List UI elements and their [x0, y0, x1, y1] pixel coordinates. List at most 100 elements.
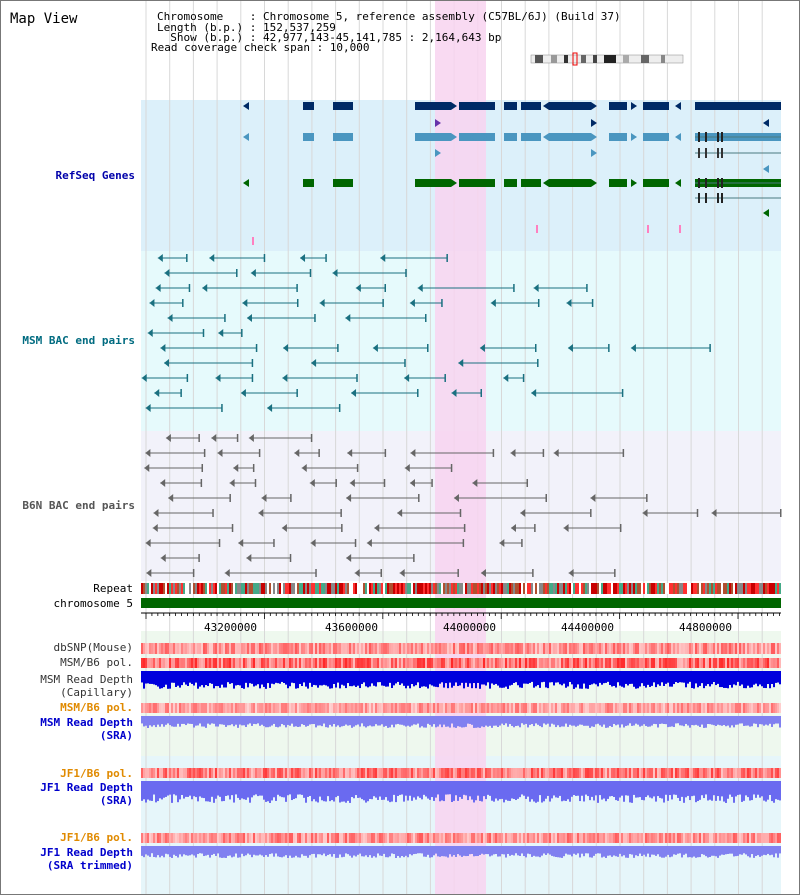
heat-cell: [499, 643, 501, 654]
refseq-track-label[interactable]: RefSeq Genes: [55, 169, 135, 182]
repeat-block: [619, 583, 621, 594]
msm-bac-track-label[interactable]: MSM BAC end pairs: [22, 334, 135, 347]
heat-cell: [387, 833, 389, 843]
depth-bar: [689, 781, 691, 801]
heat-cell: [479, 703, 481, 713]
heat-cell: [199, 833, 201, 843]
depth-bar: [599, 846, 601, 854]
depth-bar: [661, 671, 663, 683]
repeat-block: [571, 583, 573, 594]
depth-bar: [215, 716, 217, 727]
heat-cell: [467, 643, 469, 654]
depth-bar: [317, 671, 319, 688]
repeat-block: [589, 583, 591, 594]
heat-cell: [461, 643, 463, 654]
heat-cell: [559, 833, 561, 843]
repeat-block: [213, 583, 215, 594]
depth-bar: [483, 716, 485, 728]
depth-bar: [729, 716, 731, 728]
repeat-block: [737, 583, 739, 594]
heat-cell: [253, 703, 255, 713]
heat-cell: [367, 768, 369, 778]
depth-bar: [555, 671, 557, 683]
repeat-block: [403, 583, 405, 594]
depth-bar: [199, 781, 201, 797]
bac-end-marker: [215, 374, 221, 382]
depth-bar: [679, 781, 681, 801]
heat-cell: [385, 643, 387, 654]
heat-cell: [717, 768, 719, 778]
depth-bar: [389, 716, 391, 728]
repeat-block: [757, 583, 759, 594]
heat-cell: [305, 833, 307, 843]
heat-cell: [585, 833, 587, 843]
depth-bar: [467, 846, 469, 856]
depth-bar: [233, 716, 235, 727]
depth-bar: [759, 716, 761, 725]
bac-end-marker: [163, 359, 169, 367]
depth-bar: [651, 716, 653, 726]
heat-cell: [571, 658, 573, 668]
heat-cell: [271, 768, 273, 778]
heat-cell: [201, 833, 203, 843]
heat-cell: [251, 833, 253, 843]
heat-cell: [321, 643, 323, 654]
depth-bar: [443, 716, 445, 725]
depth-bar: [149, 716, 151, 726]
heat-cell: [163, 703, 165, 713]
heat-cell: [707, 833, 709, 843]
bac-end-marker: [242, 299, 248, 307]
repeat-block: [317, 583, 319, 594]
depth-bar: [165, 716, 167, 725]
depth-bar: [557, 716, 559, 726]
depth-bar: [351, 671, 353, 687]
heat-cell: [425, 643, 427, 654]
depth-bar: [649, 671, 651, 687]
depth-bar: [631, 716, 633, 726]
depth-bar: [643, 846, 645, 855]
depth-bar: [241, 846, 243, 854]
heat-cell: [767, 833, 769, 843]
depth-bar: [645, 671, 647, 688]
depth-bar: [187, 716, 189, 724]
heat-cell: [415, 703, 417, 713]
depth-bar: [555, 781, 557, 798]
gene-arrow: [543, 179, 549, 187]
heat-cell: [735, 768, 737, 778]
depth-bar: [677, 671, 679, 683]
heat-cell: [751, 658, 753, 668]
heat-cell: [247, 833, 249, 843]
heat-cell: [293, 658, 295, 668]
heat-cell: [281, 658, 283, 668]
depth-bar: [541, 846, 543, 856]
heat-cell: [559, 658, 561, 668]
heat-cell: [145, 658, 147, 668]
heat-cell: [369, 703, 371, 713]
heat-cell: [417, 833, 419, 843]
b6n-bac-track-label[interactable]: B6N BAC end pairs: [22, 499, 135, 512]
heat-cell: [523, 768, 525, 778]
heat-cell: [637, 833, 639, 843]
bac-end-marker: [503, 374, 509, 382]
heat-cell: [217, 768, 219, 778]
heat-cell: [341, 658, 343, 668]
heat-cell: [671, 658, 673, 668]
bac-end-marker: [418, 494, 420, 502]
depth-bar: [217, 716, 219, 727]
heat-cell: [529, 643, 531, 654]
repeat-block: [593, 583, 595, 594]
heat-cell: [543, 833, 545, 843]
depth-bar: [643, 716, 645, 725]
heat-cell: [399, 768, 401, 778]
heat-cell: [229, 833, 231, 843]
bac-end-marker: [535, 344, 537, 352]
depth-bar: [693, 846, 695, 857]
depth-bar: [199, 716, 201, 724]
heat-cell: [771, 643, 773, 654]
depth-bar: [383, 671, 385, 686]
heat-cell: [619, 658, 621, 668]
depth-bar: [405, 716, 407, 727]
depth-bar: [343, 671, 345, 686]
depth-bar: [451, 846, 453, 857]
